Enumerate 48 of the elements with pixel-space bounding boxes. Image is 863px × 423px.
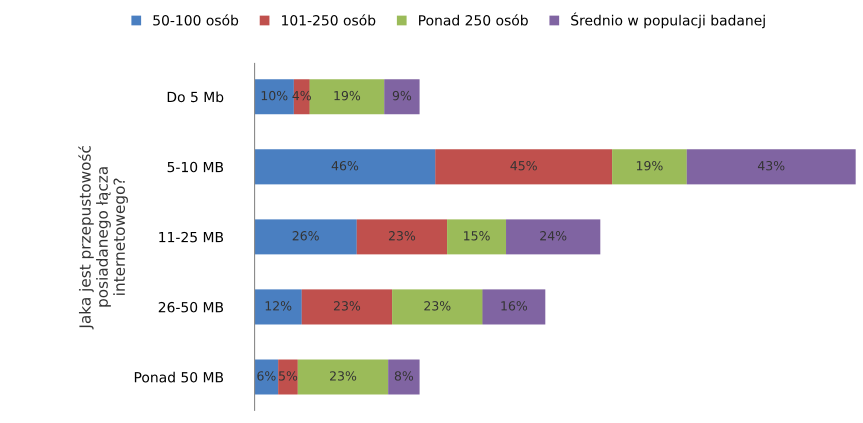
data-label: 10% <box>262 90 288 100</box>
data-label: 5% <box>279 371 298 381</box>
y-tick-label: 5-10 MB <box>168 162 224 172</box>
bar <box>298 360 388 395</box>
data-label: 6% <box>257 371 276 381</box>
bar <box>686 149 856 184</box>
data-label: 46% <box>332 160 358 170</box>
bar <box>302 289 392 324</box>
legend-label: 50-100 osób <box>153 14 238 26</box>
bar <box>310 79 384 114</box>
data-label: 24% <box>540 231 566 241</box>
data-label: 19% <box>636 160 663 170</box>
bar <box>356 219 448 254</box>
legend-label: Ponad 250 osób <box>419 14 528 26</box>
data-label: 26% <box>292 231 319 241</box>
bar <box>506 219 600 254</box>
bar <box>388 360 420 395</box>
data-label: 23% <box>330 371 356 381</box>
data-label: 12% <box>266 301 292 311</box>
data-label: 23% <box>424 301 450 311</box>
bar <box>392 289 482 324</box>
bar <box>435 149 612 184</box>
y-axis-title: Jaka jest przepustowość posiadanego łącza internetowego? <box>78 146 128 330</box>
bar <box>482 289 546 324</box>
y-tick-label: Ponad 50 MB <box>134 372 224 382</box>
bar <box>254 79 294 114</box>
y-tick-label: 26-50 MB <box>158 302 224 312</box>
bar <box>447 219 506 254</box>
bar <box>384 79 420 114</box>
y-tick-label: Do 5 Mb <box>168 91 224 102</box>
bar <box>278 360 298 395</box>
data-label: 23% <box>334 301 360 311</box>
bar <box>254 289 302 324</box>
data-label: 8% <box>394 371 414 381</box>
data-label: 19% <box>334 90 360 100</box>
data-label: 9% <box>392 90 412 100</box>
data-label: 23% <box>388 231 416 241</box>
legend-label: Średnio w populacji badanej <box>571 12 765 28</box>
bar <box>254 360 278 395</box>
data-label: 43% <box>758 160 784 170</box>
data-label: 45% <box>510 160 537 170</box>
data-label: 15% <box>464 231 490 241</box>
data-label: 16% <box>501 301 528 311</box>
legend-label: 101-250 osób <box>282 14 376 26</box>
bar <box>254 149 436 184</box>
y-tick-label: 11-25 MB <box>159 232 224 242</box>
bar <box>254 219 357 254</box>
bar <box>612 149 687 184</box>
